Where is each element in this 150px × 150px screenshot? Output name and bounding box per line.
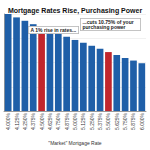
svg-text:purchasing power: purchasing power <box>83 24 126 30</box>
svg-text:5.500%: 5.500% <box>105 112 111 130</box>
svg-text:...cuts 10.75% of your: ...cuts 10.75% of your <box>82 19 135 25</box>
svg-text:4.000%: 4.000% <box>5 112 11 130</box>
svg-text:Mortgage Rates Rise, Purchasin: Mortgage Rates Rise, Purchasing Power <box>8 7 142 15</box>
svg-text:"Market" Mortgage Rate: "Market" Mortgage Rate <box>48 140 102 146</box>
svg-text:4.875%: 4.875% <box>64 112 70 130</box>
svg-text:4.125%: 4.125% <box>14 112 20 130</box>
svg-text:5.625%: 5.625% <box>114 112 120 130</box>
svg-text:5.375%: 5.375% <box>97 112 103 130</box>
svg-text:6.000%: 6.000% <box>139 112 145 130</box>
svg-text:5.750%: 5.750% <box>122 112 128 130</box>
svg-text:5.125%: 5.125% <box>80 112 86 130</box>
svg-text:4.375%: 4.375% <box>30 112 36 130</box>
svg-text:4.625%: 4.625% <box>47 112 53 130</box>
svg-text:5.000%: 5.000% <box>72 112 78 130</box>
svg-text:4.750%: 4.750% <box>55 112 61 130</box>
svg-text:4.500%: 4.500% <box>39 112 45 130</box>
svg-text:5.250%: 5.250% <box>89 112 95 130</box>
svg-text:4.250%: 4.250% <box>22 112 28 130</box>
svg-text:A 1% rise in rates...: A 1% rise in rates... <box>31 27 77 33</box>
svg-text:5.875%: 5.875% <box>130 112 136 130</box>
